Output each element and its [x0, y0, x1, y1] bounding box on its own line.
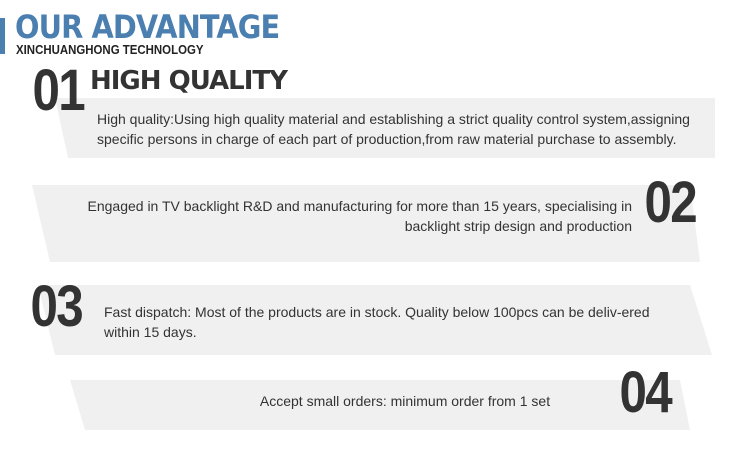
panel-4 — [70, 380, 690, 430]
item-text-01: High quality:Using high quality material… — [97, 111, 690, 147]
panel-2 — [32, 185, 700, 262]
item-number-02: 02 — [644, 170, 698, 235]
title-accent-bar — [0, 18, 5, 54]
item-number-03: 03 — [30, 274, 84, 339]
item-text-03: Fast dispatch: Most of the products are … — [104, 304, 650, 340]
page-subtitle: XINCHUANGHONG TECHNOLOGY — [16, 42, 204, 57]
page-title: OUR ADVANTAGE — [15, 8, 280, 46]
panel-1 — [55, 98, 715, 158]
item-heading-01: HIGH QUALITY — [90, 66, 288, 96]
panel-3 — [38, 285, 712, 355]
item-number-04: 04 — [619, 360, 673, 425]
item-number-01: 01 — [32, 58, 86, 123]
item-text-02: Engaged in TV backlight R&D and manufact… — [87, 198, 633, 234]
item-text-04: Accept small orders: minimum order from … — [259, 393, 551, 409]
